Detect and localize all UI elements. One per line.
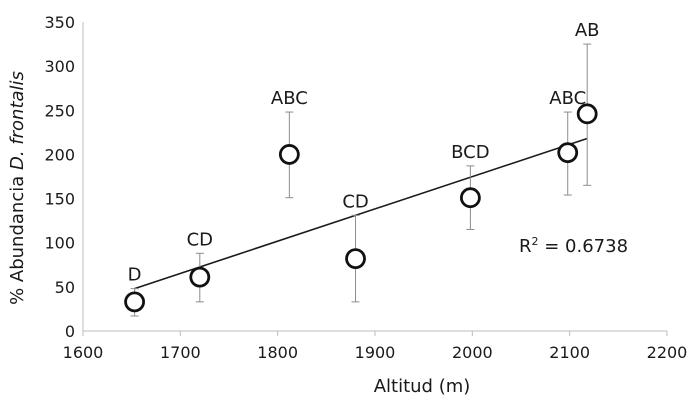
trendline — [134, 137, 588, 290]
significance-label: CD — [342, 191, 368, 212]
r-squared-value: = 0.6738 — [539, 236, 629, 257]
x-tick-label: 1800 — [257, 343, 298, 362]
r-squared-symbol: R — [519, 236, 532, 257]
trendline-group — [134, 137, 588, 290]
y-tick-label: 150 — [44, 190, 75, 209]
y-tick-label: 250 — [44, 101, 75, 120]
x-tick-label: 1700 — [160, 343, 201, 362]
y-tick-label: 350 — [44, 13, 75, 32]
data-point — [189, 266, 211, 288]
y-tick-label: 300 — [44, 57, 75, 76]
significance-label: D — [128, 265, 142, 286]
x-tick-label: 2100 — [549, 343, 590, 362]
x-tick-label: 1900 — [355, 343, 396, 362]
x-tick-label: 2200 — [647, 343, 688, 362]
x-tick-label: 1600 — [63, 343, 104, 362]
y-tick-label: 100 — [44, 234, 75, 253]
y-axis-title-species: D. frontalis — [7, 71, 28, 170]
y-axis-title: % Abundancia D. frontalis — [7, 71, 28, 305]
significance-label: BCD — [451, 142, 489, 163]
data-point — [124, 291, 145, 313]
y-tick-label: 50 — [55, 278, 75, 297]
data-point — [345, 248, 366, 270]
x-tick-label: 2000 — [452, 343, 493, 362]
y-tick-label: 200 — [44, 145, 75, 164]
data-point — [576, 103, 598, 125]
data-point — [278, 144, 300, 165]
y-tick-label: 0 — [65, 322, 75, 341]
x-axis-title: Altitud (m) — [374, 376, 471, 397]
significance-label: ABC — [549, 88, 586, 109]
significance-labels: D CD ABC CD BCD ABC AB — [128, 20, 600, 286]
axes: 0 50 100 150 200 250 300 350 1600 1700 1800 1900 200… — [44, 13, 687, 362]
data-point — [459, 187, 481, 209]
data-point — [557, 142, 579, 164]
r-squared-label: R2 = 0.6738 — [519, 235, 628, 257]
significance-label: ABC — [271, 88, 308, 109]
data-points — [124, 103, 598, 313]
y-axis-title-prefix: % Abundancia — [7, 170, 28, 305]
r-squared-exponent: 2 — [532, 235, 539, 248]
significance-label: CD — [187, 229, 213, 250]
significance-label: AB — [575, 20, 600, 41]
